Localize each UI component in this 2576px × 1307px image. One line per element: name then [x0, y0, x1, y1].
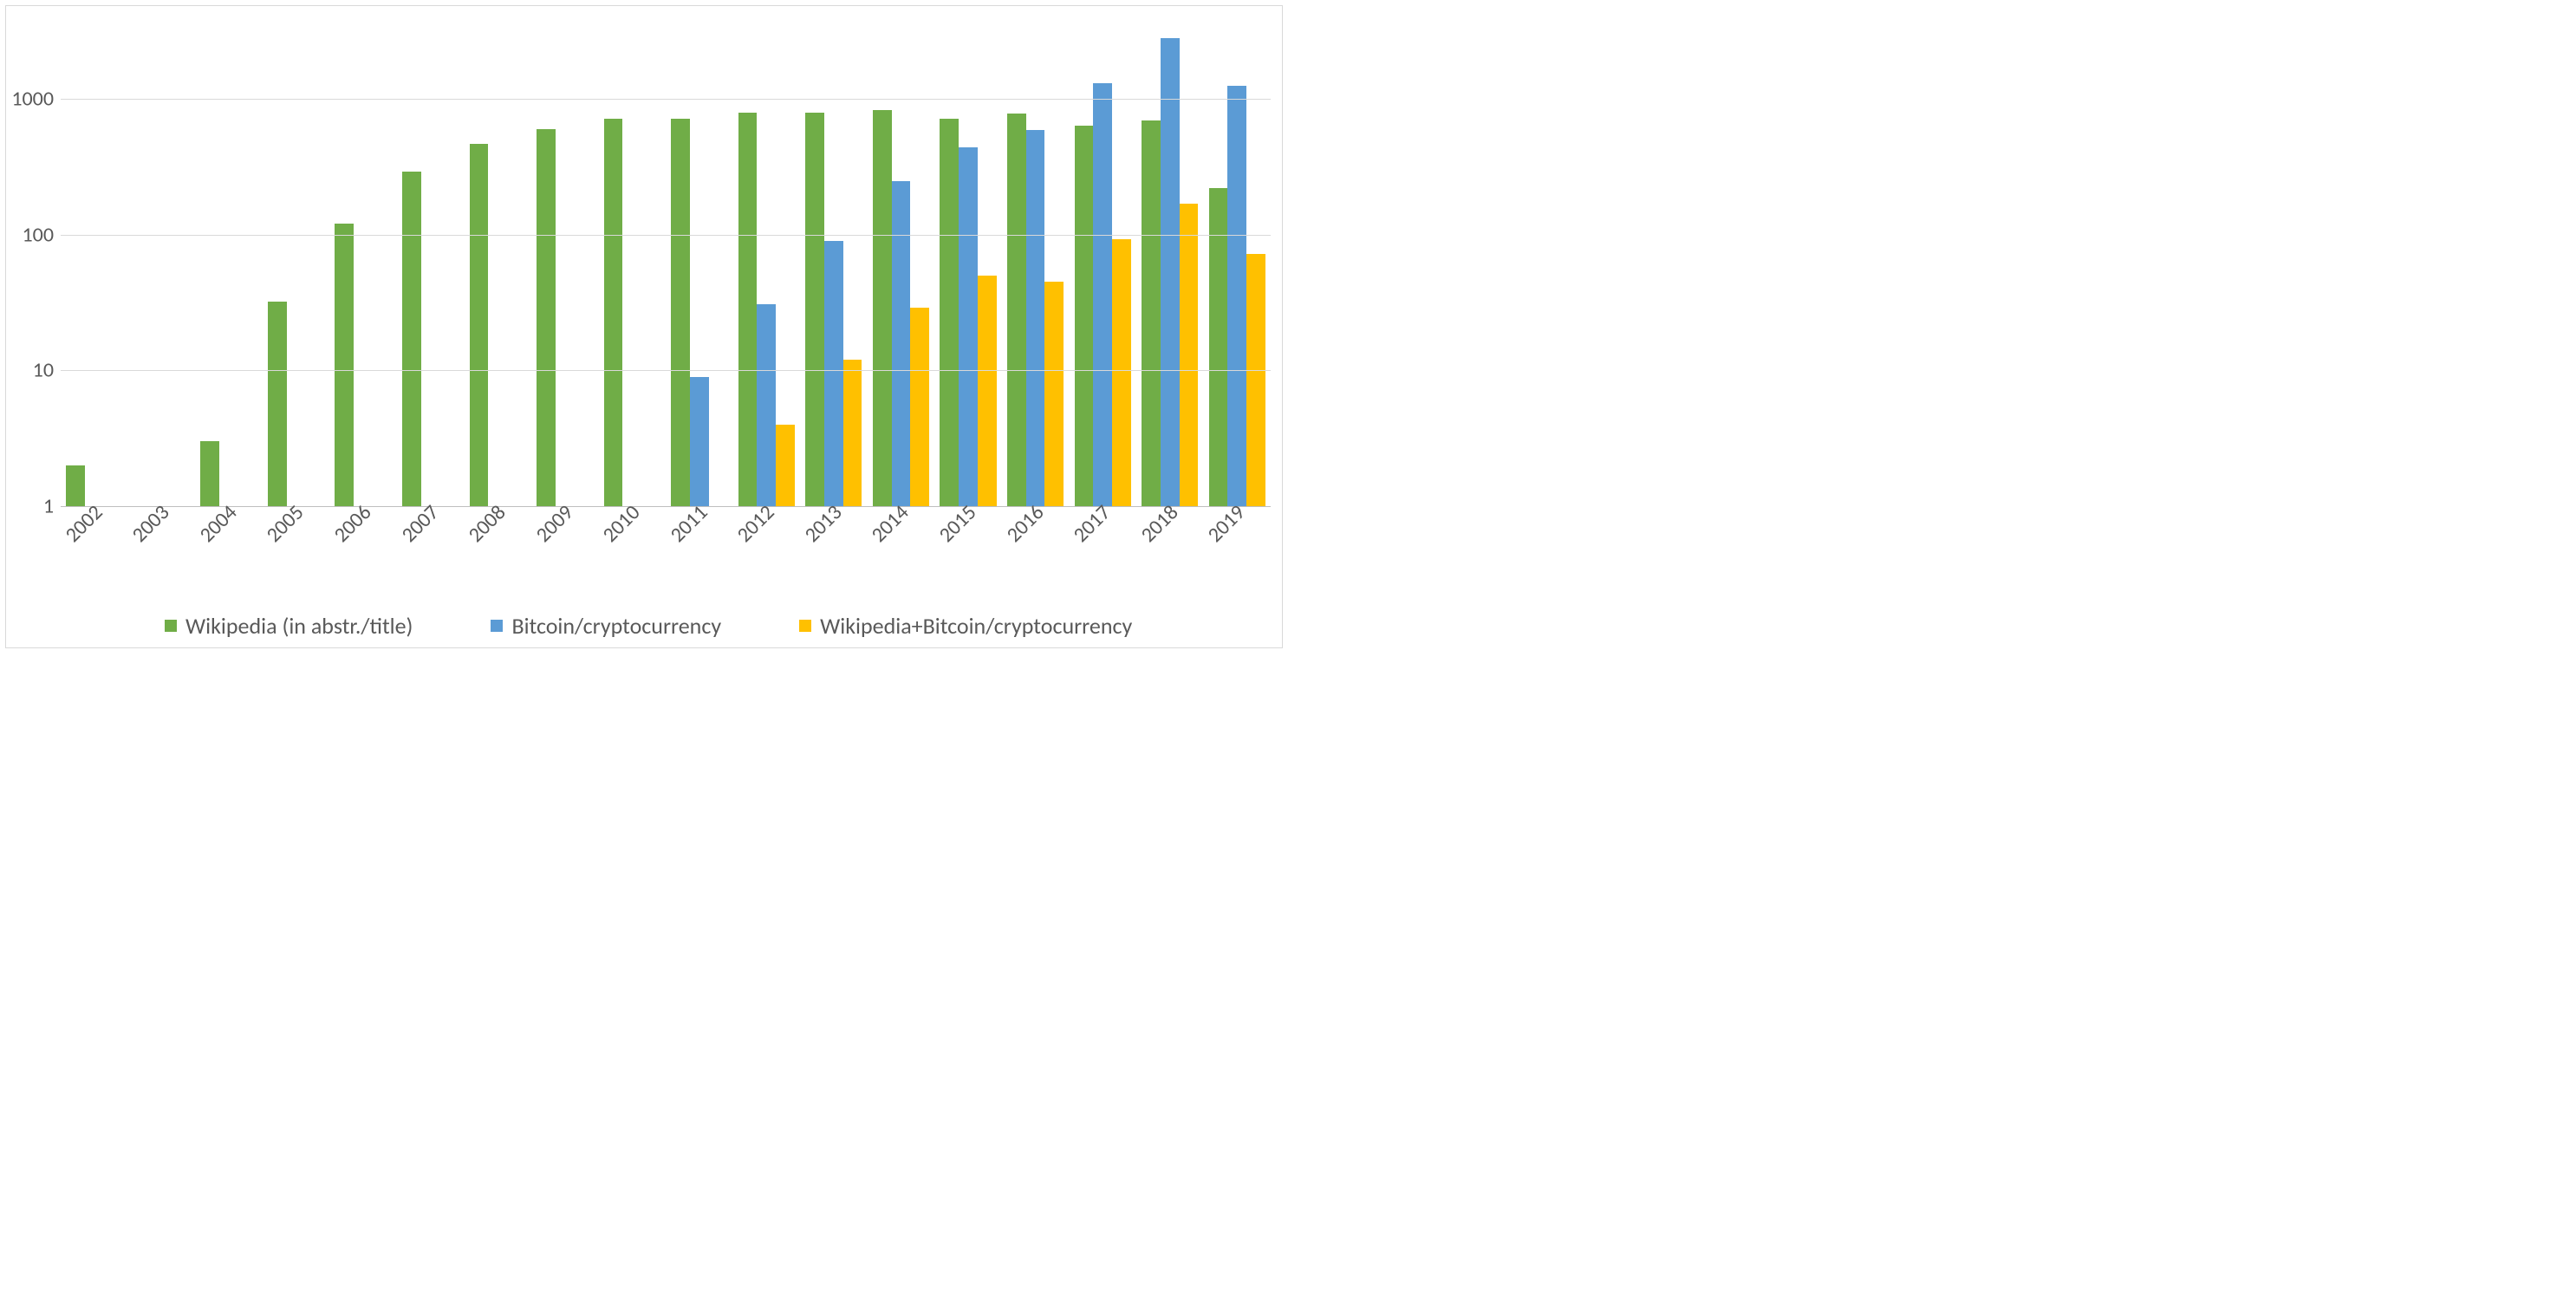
- legend: Wikipedia (in abstr./title) Bitcoin/crypt…: [165, 612, 1253, 640]
- bar-wikipedia: [873, 110, 892, 506]
- legend-label: Wikipedia+Bitcoin/cryptocurrency: [820, 612, 1132, 640]
- bar-wikipedia: [66, 465, 85, 506]
- bar-bitcoin: [892, 181, 911, 506]
- gridline: [61, 370, 1271, 371]
- chart-container: 1101001000200220032004200520062007200820…: [0, 0, 1288, 654]
- bars-layer: [61, 17, 1271, 506]
- legend-item-wiki_plus_bitcoin: Wikipedia+Bitcoin/cryptocurrency: [799, 612, 1132, 640]
- bar-wiki_plus_bitcoin: [1044, 282, 1064, 506]
- bar-wikipedia: [1007, 114, 1026, 506]
- bar-wiki_plus_bitcoin: [843, 360, 862, 506]
- legend-swatch: [165, 620, 177, 632]
- legend-label: Wikipedia (in abstr./title): [185, 612, 413, 640]
- y-tick-label: 1: [43, 494, 61, 519]
- bar-wikipedia: [268, 302, 287, 506]
- bar-bitcoin: [959, 147, 978, 506]
- bar-wikipedia: [671, 119, 690, 506]
- bar-bitcoin: [690, 377, 709, 506]
- bar-bitcoin: [1093, 83, 1112, 506]
- bar-wikipedia: [805, 113, 824, 506]
- bar-wiki_plus_bitcoin: [1246, 254, 1265, 506]
- y-tick-label: 1000: [11, 87, 61, 112]
- bar-wikipedia: [940, 119, 959, 506]
- bar-wiki_plus_bitcoin: [978, 276, 997, 506]
- bar-wiki_plus_bitcoin: [776, 425, 795, 506]
- bar-bitcoin: [1227, 86, 1246, 506]
- bar-bitcoin: [1161, 38, 1180, 506]
- y-tick-label: 10: [33, 358, 61, 383]
- bar-wikipedia: [537, 129, 556, 506]
- bar-wikipedia: [1142, 120, 1161, 506]
- legend-item-wikipedia: Wikipedia (in abstr./title): [165, 612, 413, 640]
- bar-wikipedia: [335, 224, 354, 506]
- bar-wikipedia: [1075, 126, 1094, 506]
- legend-label: Bitcoin/cryptocurrency: [511, 612, 721, 640]
- gridline: [61, 99, 1271, 100]
- bar-wiki_plus_bitcoin: [1112, 239, 1131, 506]
- y-tick-label: 100: [23, 222, 62, 247]
- legend-swatch: [491, 620, 503, 632]
- bar-wiki_plus_bitcoin: [910, 308, 929, 506]
- bar-bitcoin: [757, 304, 776, 507]
- bar-wikipedia: [738, 113, 758, 506]
- bar-wikipedia: [1209, 188, 1228, 506]
- bar-bitcoin: [824, 241, 843, 506]
- bar-bitcoin: [1026, 130, 1045, 506]
- gridline: [61, 235, 1271, 236]
- bar-wikipedia: [470, 144, 489, 506]
- bar-wikipedia: [200, 441, 219, 506]
- legend-item-bitcoin: Bitcoin/cryptocurrency: [491, 612, 721, 640]
- bar-wikipedia: [402, 172, 421, 506]
- bar-wiki_plus_bitcoin: [1180, 204, 1199, 506]
- x-axis-line: [61, 506, 1271, 507]
- plot-area: 1101001000200220032004200520062007200820…: [61, 17, 1271, 506]
- bar-wikipedia: [604, 119, 623, 506]
- legend-swatch: [799, 620, 811, 632]
